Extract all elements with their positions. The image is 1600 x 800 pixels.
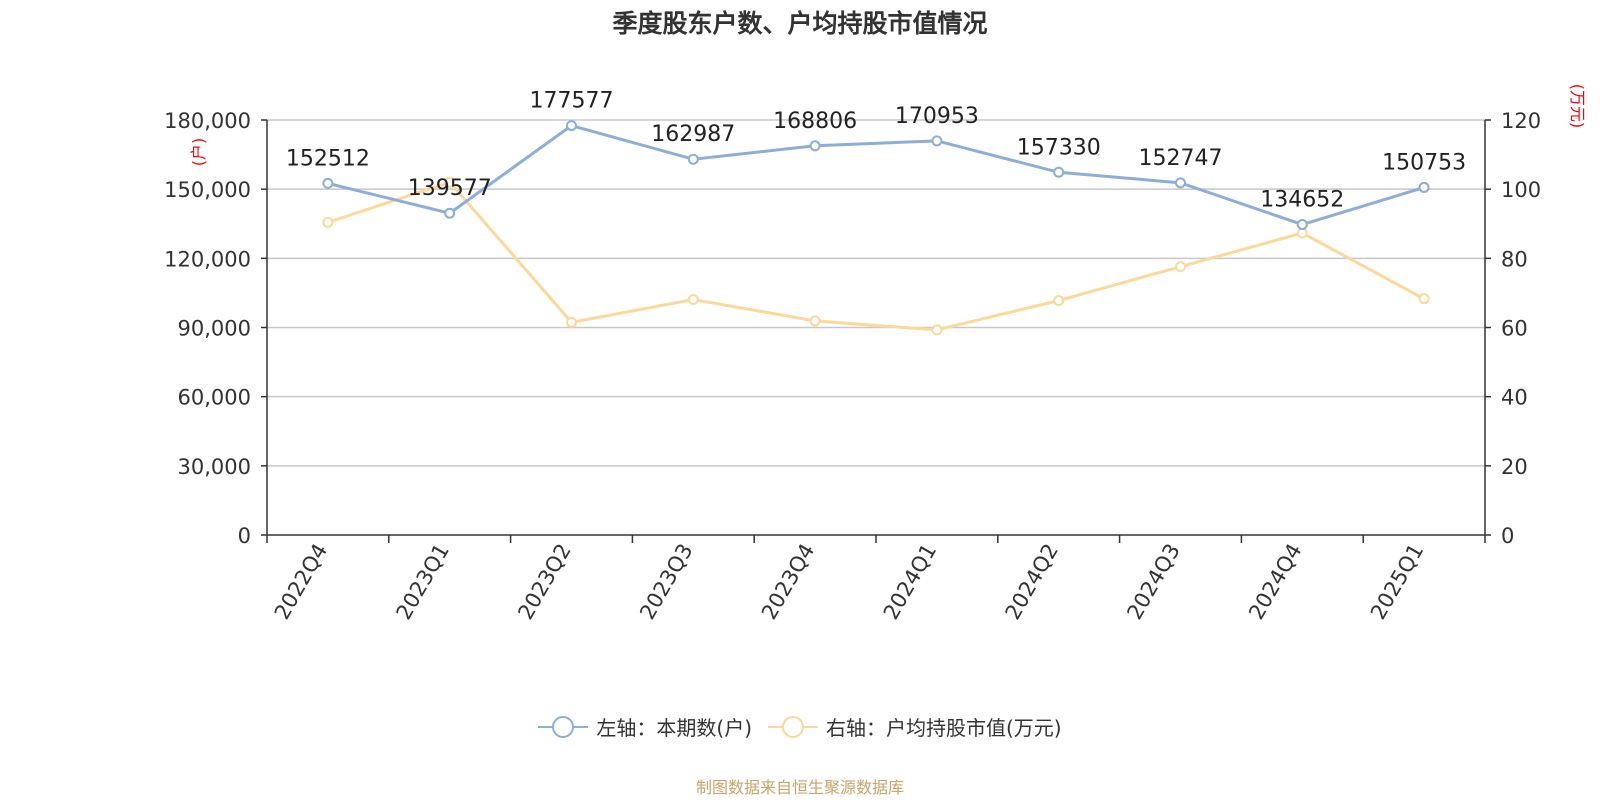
left-tick-label: 30,000 [178, 455, 251, 479]
x-axis-ticks: 2022Q4 2023Q1 2023Q2 2023Q3 2023Q4 2024Q1 2024… [266, 535, 1486, 624]
data-point-avg-value [687, 293, 699, 305]
x-tick-label: 2023Q2 [513, 540, 575, 624]
left-tick-label: 90,000 [178, 317, 251, 341]
x-tick-label: 2024Q1 [879, 540, 941, 624]
data-label: 157330 [1017, 135, 1101, 160]
legend-marker-holders [538, 715, 589, 738]
data-point-holders [1296, 219, 1308, 231]
series-layer [322, 120, 1430, 336]
right-axis-ticks: 0 20 40 60 80 100 120 [1485, 109, 1541, 548]
data-label: 134652 [1260, 188, 1344, 213]
x-tick-label: 2022Q4 [270, 540, 332, 624]
data-point-holders [809, 140, 821, 152]
grid-lines [267, 119, 1485, 467]
line-chart: 0 30,000 60,000 90,000 120,000 150,000 180,000… [164, 84, 1587, 624]
data-labels: 152512 139577 177577 162987 168806 170953 1573… [286, 89, 1466, 213]
legend-label-holders: 左轴：本期数(户) [596, 716, 752, 740]
data-point-avg-value [809, 315, 821, 327]
left-tick-label: 60,000 [178, 386, 251, 410]
data-point-holders [322, 177, 334, 189]
data-point-avg-value [322, 216, 334, 228]
right-axis-label: (万元) [1568, 84, 1587, 129]
x-tick-label: 2024Q2 [1001, 540, 1063, 624]
legend-marker-avg-value [768, 715, 818, 738]
data-label: 152747 [1139, 146, 1223, 171]
data-label: 168806 [773, 109, 857, 134]
x-tick-label: 2023Q1 [392, 540, 454, 624]
right-tick-label: 0 [1501, 524, 1514, 548]
series-line-avg-value [327, 180, 1425, 332]
right-tick-label: 100 [1501, 178, 1541, 202]
source-note: 制图数据来自恒生聚源数据库 [695, 778, 904, 797]
data-label: 177577 [530, 89, 614, 114]
data-point-holders [444, 207, 456, 219]
left-tick-label: 150,000 [164, 178, 251, 202]
left-axis-label: (户) [189, 138, 208, 167]
data-point-holders [1175, 177, 1186, 189]
data-point-holders [1053, 166, 1065, 178]
data-point-avg-value [1175, 261, 1186, 273]
legend-label-avg-value: 右轴：户均持股市值(万元) [826, 716, 1062, 740]
data-label: 150753 [1382, 150, 1466, 175]
x-tick-label: 2024Q3 [1122, 540, 1184, 624]
data-point-avg-value [566, 316, 577, 328]
data-point-holders [1418, 181, 1430, 193]
data-label: 162987 [651, 122, 735, 147]
data-point-avg-value [1418, 293, 1430, 305]
data-point-holders [931, 135, 943, 147]
right-tick-label: 20 [1501, 455, 1528, 479]
data-point-avg-value [1053, 295, 1065, 307]
data-label: 170953 [895, 104, 979, 129]
left-tick-label: 0 [238, 524, 251, 548]
right-tick-label: 40 [1501, 386, 1528, 410]
left-axis-ticks: 0 30,000 60,000 90,000 120,000 150,000 180,000 [164, 109, 267, 548]
data-label: 139577 [408, 176, 492, 201]
data-point-holders [687, 153, 699, 165]
chart-title: 季度股东户数、户均持股市值情况 [612, 9, 988, 38]
legend-item-avg-value[interactable]: 右轴：户均持股市值(万元) [768, 712, 1062, 741]
data-point-avg-value [444, 176, 456, 188]
left-tick-label: 180,000 [164, 109, 251, 133]
legend: 左轴：本期数(户) 右轴：户均持股市值(万元) [0, 712, 1600, 741]
x-tick-label: 2023Q3 [635, 540, 697, 624]
right-tick-label: 80 [1501, 247, 1528, 271]
right-tick-label: 120 [1501, 109, 1541, 133]
x-tick-label: 2025Q1 [1366, 540, 1428, 624]
x-tick-label: 2024Q4 [1244, 540, 1306, 624]
right-tick-label: 60 [1501, 317, 1528, 341]
x-tick-label: 2023Q4 [757, 540, 819, 624]
series-line-holders [327, 123, 1425, 227]
data-label: 152512 [286, 146, 370, 171]
data-point-holders [566, 120, 577, 132]
legend-item-holders[interactable]: 左轴：本期数(户) [538, 712, 752, 741]
data-point-avg-value [931, 324, 943, 336]
left-tick-label: 120,000 [164, 247, 251, 271]
